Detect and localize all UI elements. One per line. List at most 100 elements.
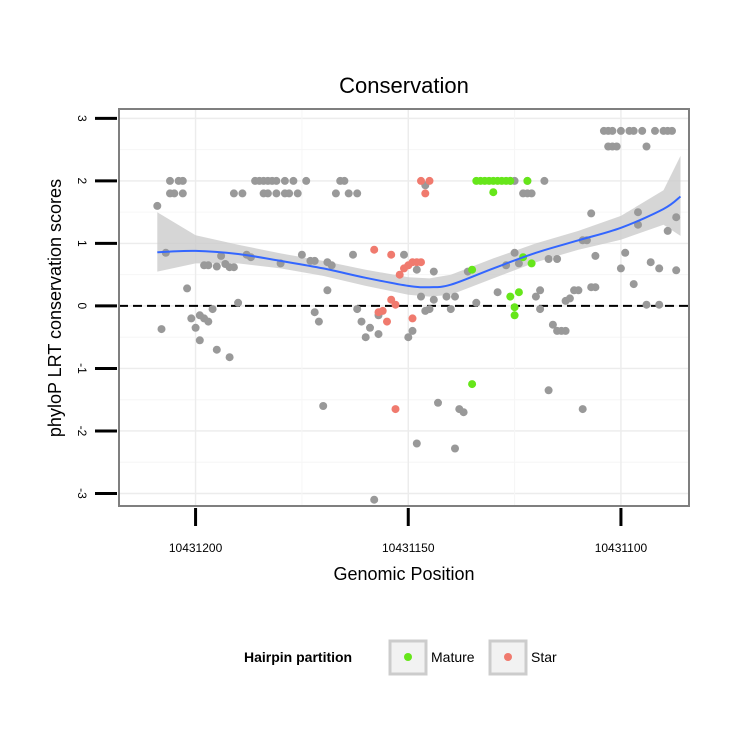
point-other <box>234 298 243 307</box>
point-other <box>446 305 455 314</box>
point-other <box>314 317 323 326</box>
point-other <box>544 255 553 263</box>
point-other <box>353 189 362 198</box>
legend-marker-mature <box>404 653 412 661</box>
legend-marker-star <box>504 653 512 661</box>
point-other <box>574 286 583 295</box>
point-star <box>421 189 430 198</box>
point-other <box>374 330 383 339</box>
point-other <box>421 306 430 315</box>
point-other <box>229 263 238 272</box>
point-other <box>204 261 213 270</box>
point-other <box>212 345 221 354</box>
point-other <box>459 408 468 417</box>
point-other <box>531 292 540 301</box>
point-other <box>280 176 289 185</box>
point-other <box>493 288 502 297</box>
point-other <box>434 398 442 407</box>
point-other <box>642 300 651 309</box>
point-other <box>331 189 340 198</box>
point-other <box>178 176 187 185</box>
plot-background <box>119 109 689 506</box>
point-other <box>591 283 600 292</box>
point-other <box>327 261 336 270</box>
point-star <box>383 317 391 326</box>
point-other <box>527 189 536 198</box>
point-other <box>561 326 570 335</box>
point-mature <box>468 380 477 389</box>
point-other <box>621 248 630 257</box>
x-axis: 10431200 10431150 10431100 <box>169 508 648 555</box>
point-other <box>646 258 655 267</box>
point-other <box>370 495 379 504</box>
y-tick-label: 3 <box>75 115 89 122</box>
point-mature <box>489 188 498 197</box>
point-mature <box>527 259 536 268</box>
point-other <box>668 126 676 135</box>
point-other <box>638 126 647 135</box>
smooth-trend-line <box>157 195 682 289</box>
point-other <box>366 323 374 332</box>
point-mature <box>468 265 477 274</box>
point-other <box>672 266 681 275</box>
point-star <box>370 245 379 254</box>
point-other <box>297 250 306 259</box>
point-other <box>651 126 659 135</box>
plot-panel <box>118 108 690 507</box>
y-axis: 3 2 1 0 -1 -2 -3 <box>75 115 117 499</box>
point-other <box>357 317 366 326</box>
y-tick-label: -3 <box>75 488 89 499</box>
point-other <box>642 142 651 151</box>
grid-lines <box>119 109 689 506</box>
point-other <box>404 333 413 342</box>
point-other <box>217 251 226 260</box>
point-other <box>187 314 196 323</box>
y-tick-label: 1 <box>75 240 89 247</box>
point-other <box>553 255 562 263</box>
point-other <box>451 444 459 453</box>
point-star <box>378 306 387 315</box>
point-mature <box>510 303 519 312</box>
point-mature <box>506 176 515 185</box>
point-other <box>293 189 302 198</box>
point-other <box>565 294 574 303</box>
point-star <box>387 250 396 259</box>
point-other <box>587 209 596 218</box>
point-other <box>212 262 221 271</box>
point-other <box>408 326 417 335</box>
point-mature <box>510 311 519 320</box>
point-other <box>591 251 600 260</box>
legend: Hairpin partition Mature Star <box>244 639 557 676</box>
point-mature <box>514 288 523 297</box>
point-other <box>616 264 625 273</box>
point-other <box>191 323 200 332</box>
point-other <box>629 280 638 289</box>
point-other <box>183 284 192 293</box>
point-star <box>417 176 425 185</box>
x-axis-title: Genomic Position <box>333 564 474 584</box>
point-other <box>412 439 421 448</box>
legend-label-star: Star <box>531 649 557 665</box>
point-star <box>391 300 400 309</box>
point-other <box>225 353 234 362</box>
x-tick-label: 10431100 <box>595 541 648 555</box>
point-other <box>514 259 523 268</box>
point-other <box>310 256 319 265</box>
point-other <box>655 300 664 309</box>
point-other <box>178 189 187 198</box>
point-mature <box>506 292 515 301</box>
point-other <box>238 189 247 198</box>
point-other <box>429 295 438 304</box>
point-other <box>578 405 587 414</box>
point-star <box>417 258 425 267</box>
point-other <box>319 402 328 410</box>
point-other <box>263 189 272 198</box>
point-other <box>208 305 217 314</box>
y-tick-label: -2 <box>75 426 89 437</box>
point-other <box>451 292 459 301</box>
point-other <box>655 264 664 273</box>
point-other <box>548 320 557 329</box>
point-other <box>340 176 349 185</box>
point-star <box>395 270 404 279</box>
